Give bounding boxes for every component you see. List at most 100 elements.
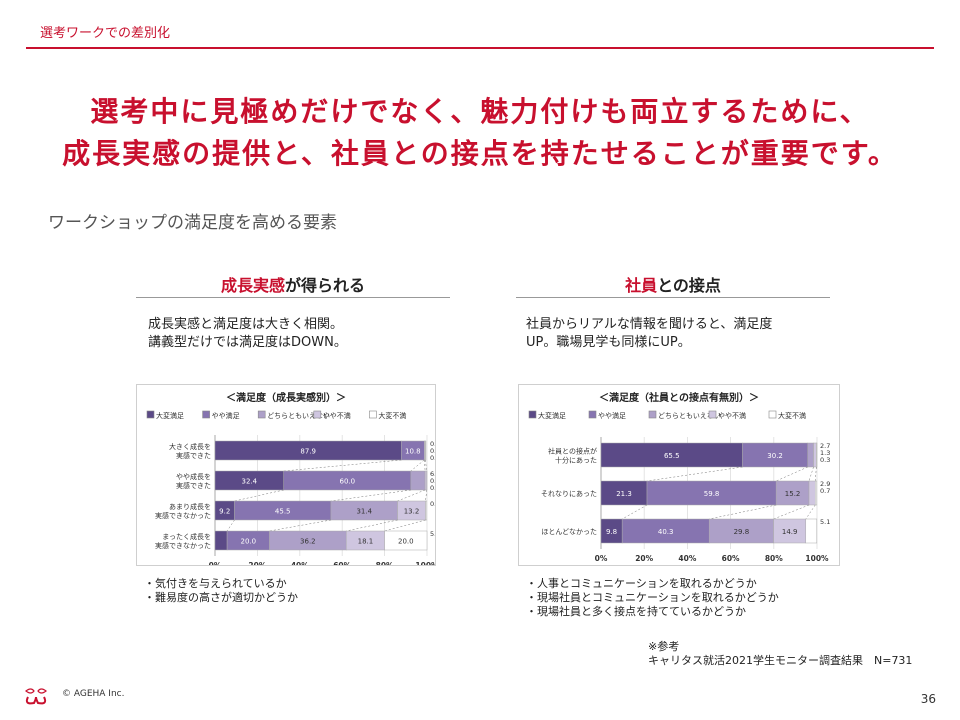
category-label: 実感できなかった (155, 541, 211, 550)
data-label: 14.9 (782, 528, 798, 536)
right-description: 社員からリアルな情報を聞けると、満足度 UP。職場見学も同様にUP。 (526, 316, 772, 352)
legend-label: やや不満 (323, 412, 351, 420)
category-label: 十分にあった (555, 456, 597, 465)
legend-label: 大変不満 (778, 411, 806, 420)
x-tick-label: 80% (765, 554, 783, 563)
bar-segment (214, 530, 228, 551)
right-heading-highlight: 社員 (625, 276, 658, 295)
connector-line (234, 489, 284, 502)
data-label: 1.3 (820, 449, 830, 457)
chart-title: ＜満足度（社員との接点有無別）＞ (599, 391, 759, 404)
x-tick-label: 20% (248, 561, 266, 565)
connector-line (709, 504, 777, 520)
connector-line (646, 466, 743, 482)
x-tick-label: 0% (209, 561, 222, 565)
bar-segment (425, 500, 428, 521)
header-label: 選考ワークでの差別化 (40, 26, 171, 41)
data-label: 0.3 (820, 456, 830, 464)
ageha-logo-icon (25, 688, 47, 705)
connector-line (397, 489, 426, 502)
connector-line (773, 504, 810, 520)
legend-swatch (708, 410, 717, 419)
left-description-line: 成長実感と満足度は大きく相関。 (148, 317, 344, 332)
header-rule (26, 47, 934, 49)
category-label: やや成長を (176, 472, 211, 481)
legend-label: やや不満 (718, 412, 746, 420)
right-description-line: UP。職場見学も同様にUP。 (526, 335, 691, 350)
right-bullet-item: ・現場社員とコミュニケーションを取れるかどうか (526, 591, 779, 604)
data-label: 0.8 (430, 477, 435, 485)
data-label: 59.8 (704, 490, 720, 498)
data-label: 13.2 (404, 508, 420, 516)
legend-swatch (313, 410, 322, 419)
category-label: ほとんどなかった (541, 528, 597, 536)
right-bullet-item: ・人事とコミュニケーションを取れるかどうか (526, 577, 757, 590)
legend-swatch (202, 410, 210, 419)
data-label: 0.6 (430, 500, 435, 508)
data-label: 32.4 (242, 478, 258, 486)
right-heading-rule (516, 297, 830, 298)
headline-line-1: 選考中に見極めだけでなく、魅力付けも両立するために、 (90, 95, 870, 128)
reference-note: ※参考 キャリタス就活2021学生モニター調査結果 N=731 (648, 640, 912, 668)
page-number: 36 (920, 692, 936, 706)
data-label: 31.4 (356, 508, 372, 516)
data-label: 2.7 (820, 442, 830, 450)
bar-segment (775, 480, 810, 506)
data-label: 0.4 (430, 447, 435, 455)
legend-swatch (369, 410, 377, 419)
right-heading: 社員との接点 (516, 272, 830, 296)
bar-segment (425, 440, 427, 461)
left-heading: 成長実感が得られる (136, 272, 450, 296)
legend-swatch (257, 410, 266, 419)
data-label: 0.3 (430, 454, 435, 462)
x-tick-label: 80% (376, 561, 394, 565)
data-label: 29.8 (734, 528, 750, 536)
category-label: 社員との接点が (548, 447, 597, 456)
data-label: 45.5 (275, 508, 291, 516)
data-label: 60.0 (339, 478, 355, 486)
bar-segment (808, 480, 816, 506)
bar-segment (410, 470, 426, 491)
legend-swatch (146, 410, 155, 419)
data-label: 87.9 (300, 448, 316, 456)
category-label: 実感できなかった (155, 511, 211, 520)
connector-line (805, 504, 816, 520)
legend-label: どちらともいえない (658, 412, 721, 420)
bar-segment (600, 442, 743, 468)
data-label: 0.1 (430, 484, 435, 492)
data-label: 20.0 (240, 538, 256, 546)
bar-segment (742, 442, 808, 468)
bar-segment (621, 518, 710, 544)
left-heading-rule (136, 297, 450, 298)
left-bullets: ・気付きを与えられているか ・難易度の高さが適切かどうか (144, 577, 298, 605)
connector-line (776, 466, 808, 482)
right-bullets: ・人事とコミュニケーションを取れるかどうか ・現場社員とコミュニケーションを取れ… (526, 577, 779, 619)
data-label: 40.3 (658, 528, 674, 536)
x-tick-label: 20% (635, 554, 653, 563)
data-label: 5.1 (820, 518, 830, 526)
legend-label: 大変満足 (538, 411, 566, 420)
data-label: 9.2 (219, 508, 230, 516)
x-tick-label: 40% (291, 561, 309, 565)
connector-line (384, 519, 426, 532)
data-label: 30.2 (767, 452, 783, 460)
left-heading-highlight: 成長実感 (220, 276, 285, 295)
category-label: それなりにあった (541, 490, 597, 498)
data-label: 6.7 (430, 470, 435, 478)
legend-label: やや満足 (598, 412, 626, 420)
bar-segment (708, 518, 774, 544)
category-label: 大きく成長を (169, 442, 211, 451)
reference-source: キャリタス就活2021学生モニター調査結果 N=731 (648, 654, 913, 667)
chart-title: ＜満足度（成長実感別）＞ (226, 391, 346, 404)
x-tick-label: 0% (595, 554, 608, 563)
data-label: 0.7 (820, 487, 830, 495)
category-label: まったく成長を (162, 532, 211, 541)
x-tick-label: 60% (333, 561, 351, 565)
x-tick-label: 100% (805, 554, 829, 563)
data-label: 9.8 (606, 528, 617, 536)
data-label: 18.1 (358, 538, 374, 546)
bar-segment (815, 480, 818, 506)
legend-label: どちらともいえない (267, 412, 330, 420)
